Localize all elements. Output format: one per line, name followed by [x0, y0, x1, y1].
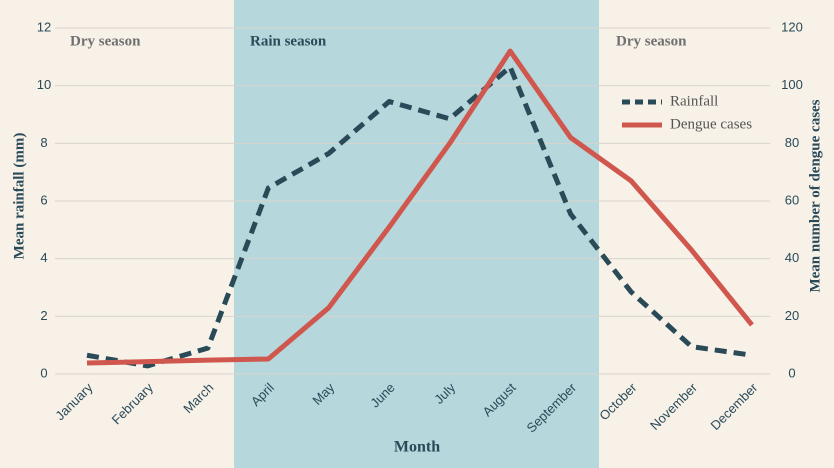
- y-axis-title: Mean rainfall (mm): [11, 133, 27, 260]
- annotation: Dry season: [616, 33, 687, 49]
- y2-axis-title: Mean number of dengue cases: [807, 99, 823, 292]
- legend-label: Rainfall: [670, 93, 718, 109]
- annotation: Rain season: [250, 33, 327, 49]
- y2-tick-label: 40: [785, 250, 799, 265]
- y-tick-label: 2: [40, 308, 47, 323]
- y2-tick-label: 60: [785, 192, 799, 207]
- series-line: [86, 64, 753, 369]
- y2-tick-label: 0: [788, 365, 795, 380]
- y-tick-label: 4: [40, 250, 47, 265]
- y2-tick-label: 100: [781, 77, 803, 92]
- x-tick-label: March: [180, 380, 216, 416]
- y2-tick-label: 20: [785, 308, 799, 323]
- y-tick-label: 6: [40, 192, 47, 207]
- legend-label: Dengue cases: [670, 116, 752, 132]
- x-tick-label: November: [647, 379, 700, 432]
- x-axis-title: Month: [394, 439, 440, 456]
- annotation: Dry season: [70, 33, 141, 49]
- x-tick-label: December: [707, 379, 760, 432]
- x-tick-label: January: [52, 380, 96, 424]
- y-tick-label: 10: [37, 77, 51, 92]
- x-tick-label: February: [109, 380, 157, 428]
- y-tick-label: 12: [37, 19, 51, 34]
- season-shade: [234, 0, 599, 468]
- y2-tick-label: 120: [781, 19, 803, 34]
- y2-tick-label: 80: [785, 135, 799, 150]
- x-tick-label: October: [596, 379, 640, 423]
- y-tick-label: 8: [40, 135, 47, 150]
- y-tick-label: 0: [40, 365, 47, 380]
- series-line: [86, 48, 754, 366]
